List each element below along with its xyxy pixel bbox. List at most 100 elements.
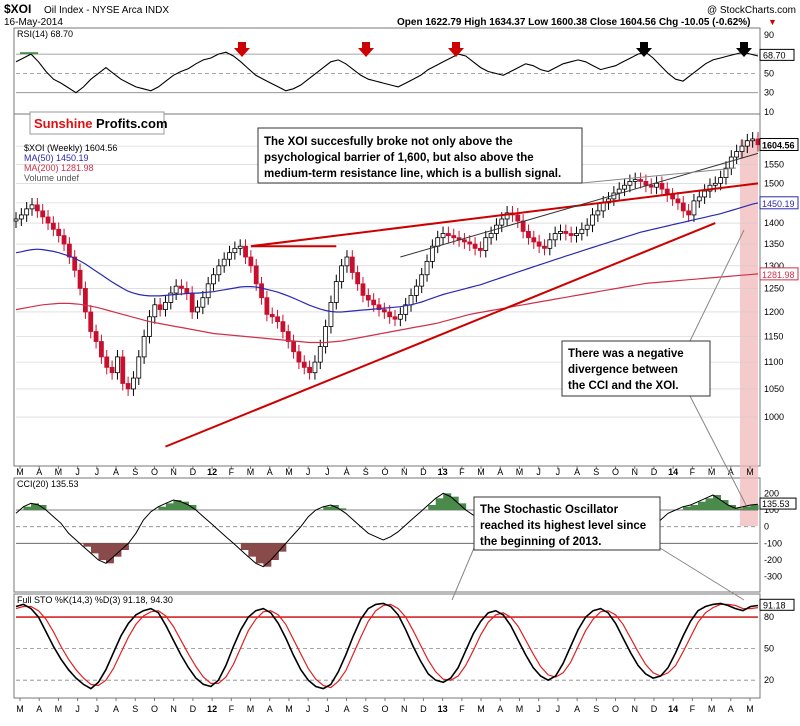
rsi-line [15, 51, 759, 94]
candle-body [744, 140, 750, 147]
candle-body [200, 297, 206, 308]
legend-price: $XOI (Weekly) 1604.56 [24, 143, 117, 153]
candle-body [104, 356, 110, 368]
candle-body [638, 179, 643, 182]
candle-body [179, 285, 184, 289]
candle-body [355, 272, 361, 285]
x-axis-label-bottom: N [170, 704, 177, 714]
candle-body [264, 297, 270, 315]
candle-body [445, 233, 451, 236]
annotation-pointer [659, 547, 745, 601]
candle-body [61, 235, 67, 245]
x-axis-label-top: J [536, 467, 541, 477]
candle-body [211, 274, 216, 285]
quote-line: Open 1622.79 High 1634.37 Low 1600.38 Cl… [397, 17, 751, 28]
candle-body [333, 281, 339, 303]
candle-body [680, 202, 686, 212]
x-axis-label-top: A [113, 467, 119, 477]
cci-oversold-fill [90, 543, 99, 554]
x-axis-label-top: D [420, 467, 427, 477]
cci-oversold-fill [263, 543, 272, 567]
x-axis-label-top: D [190, 467, 197, 477]
candle-body [339, 265, 345, 282]
candle-body [141, 336, 147, 358]
candle-body [99, 341, 104, 358]
x-axis-label-top: M [477, 467, 485, 477]
cci-oversold-fill [240, 543, 249, 550]
x-axis-label-bottom: N [401, 704, 408, 714]
candle-body [429, 245, 435, 262]
candle-body [29, 204, 35, 210]
candle-body [344, 256, 350, 267]
candle-body [616, 188, 622, 194]
candle-body [462, 239, 467, 243]
x-axis-label-bottom: J [306, 704, 311, 714]
candle-body [403, 304, 409, 315]
panel-frames [13, 27, 761, 699]
x-axis-label-top: M [285, 467, 293, 477]
x-axis-label-top: 12 [207, 467, 217, 477]
x-axis-label-top: F [229, 467, 235, 477]
candle-body [419, 274, 425, 287]
logo-text-profits: Profits.com [96, 116, 168, 131]
x-axis-label-bottom: M [516, 704, 524, 714]
annotation-pointer [581, 167, 737, 184]
candle-body [648, 184, 654, 188]
annotation-breakout: The XOI succesfully broke not only above… [257, 127, 583, 184]
candle-body [269, 313, 275, 318]
cci-overbought-fill [750, 505, 759, 510]
candle-body [163, 302, 168, 310]
x-axis-label-top: N [631, 467, 638, 477]
candle-body [253, 265, 259, 285]
cci-overbought-fill [338, 508, 347, 510]
cci-overbought-fill [683, 506, 692, 510]
candle-body [72, 256, 78, 271]
cci-overbought-fill [165, 503, 174, 510]
x-axis-label-bottom: J [75, 704, 80, 714]
price-last-label-box [759, 196, 799, 210]
candle-body [115, 356, 120, 374]
candle-body [317, 346, 323, 363]
candle-body [152, 304, 158, 318]
candle-body [552, 233, 558, 241]
sto-tick-label: 80 [764, 612, 774, 622]
candle-body [696, 196, 702, 202]
candle-body [392, 316, 398, 320]
candle-body [712, 182, 718, 186]
x-axis-label-top: J [325, 467, 330, 477]
candle-body [18, 214, 24, 220]
x-axis-label-top: S [593, 467, 599, 477]
candle-body [600, 202, 606, 212]
rsi-tick-label: 10 [764, 107, 774, 117]
cci-oversold-fill [270, 543, 279, 560]
x-axis-label-bottom: 12 [207, 704, 217, 714]
cci-last-value: 135.53 [762, 499, 790, 509]
x-axis-label-bottom: A [36, 704, 42, 714]
candle-body [45, 216, 51, 224]
candle-body [563, 230, 569, 234]
candle-body [376, 304, 382, 310]
candle-body [349, 256, 355, 273]
x-axis-label-top: N [401, 467, 408, 477]
x-axis-label-top: J [306, 467, 311, 477]
cci-oversold-fill [113, 543, 122, 557]
x-axis-label-bottom: M [477, 704, 485, 714]
cci-oversold-fill [98, 543, 107, 560]
cci-overbought-fill [330, 505, 339, 510]
x-axis-label-bottom: J [556, 704, 561, 714]
candle-body [627, 181, 633, 186]
cci-tick-label: 200 [764, 488, 779, 498]
candle-body [323, 326, 329, 348]
x-axis-label-top: J [75, 467, 80, 477]
candle-body [131, 377, 136, 390]
cci-overbought-fill [180, 501, 189, 510]
candle-body [216, 265, 222, 276]
resistance-trendline [250, 182, 759, 248]
x-axis-label-bottom: M [708, 704, 716, 714]
x-axis-label-bottom: J [95, 704, 100, 714]
candle-body [93, 331, 99, 342]
sto-tick-label: 20 [764, 675, 774, 685]
candle-body [13, 218, 19, 222]
x-axis-label-top: O [381, 467, 388, 477]
annotation-divergence-line1: There was a negative [568, 348, 684, 360]
